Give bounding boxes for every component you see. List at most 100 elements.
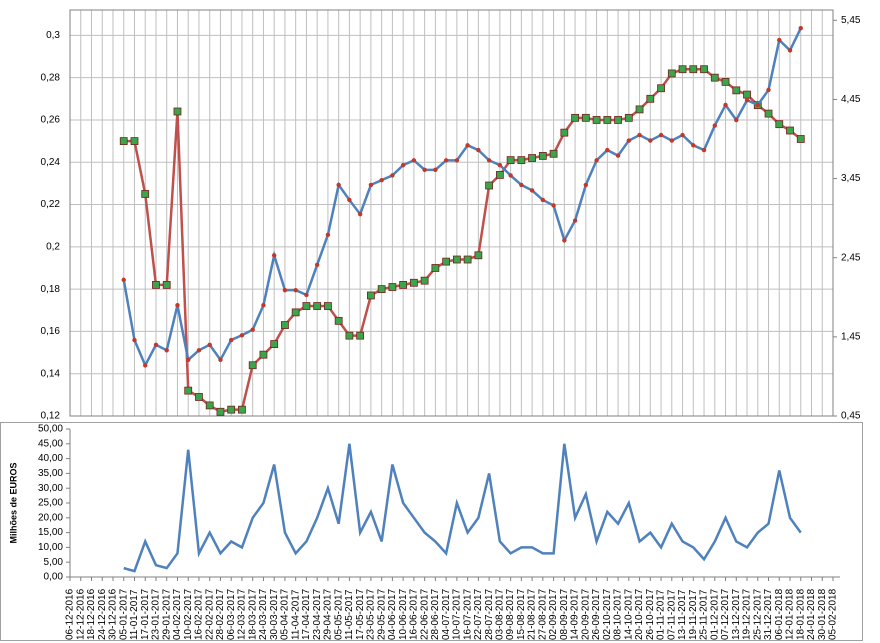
marker — [562, 238, 567, 243]
x-tick-label: 23-04-2017 — [312, 588, 323, 640]
x-tick-label: 08-10-2017 — [613, 588, 624, 640]
y-tick-label: 0,24 — [41, 157, 61, 168]
marker — [248, 361, 257, 370]
marker — [228, 337, 234, 343]
x-tick-label: 16-07-2017 — [462, 588, 473, 640]
marker — [592, 116, 601, 124]
y-tick-label: 0,22 — [41, 199, 61, 210]
marker — [399, 280, 408, 289]
y-tick-label: 0,2 — [46, 241, 60, 252]
marker — [334, 316, 343, 325]
y-tick-label: 0,14 — [41, 368, 61, 379]
x-tick-label: 12-12-2016 — [75, 588, 86, 640]
marker — [486, 158, 492, 163]
x-tick-label: 22-02-2017 — [204, 588, 215, 640]
marker — [764, 109, 773, 118]
y-tick-label: 40,00 — [38, 453, 63, 464]
marker — [614, 116, 622, 124]
y-tick-label: 50,00 — [38, 424, 63, 435]
marker — [624, 113, 633, 122]
x-tick-label: 28-02-2017 — [215, 588, 226, 640]
marker — [646, 94, 655, 103]
x-tick-label: 25-11-2017 — [699, 589, 710, 640]
x-tick-label: 29-04-2017 — [323, 588, 334, 640]
x-tick-label: 29-01-2017 — [161, 588, 172, 640]
x-tick-label: 21-08-2017 — [527, 588, 538, 640]
x-tick-label: 18-12-2016 — [86, 588, 97, 640]
x-tick-label: 30-12-2016 — [108, 588, 119, 640]
marker — [196, 348, 202, 353]
x-tick-label: 04-02-2017 — [172, 588, 183, 640]
x-tick-label: 08-09-2017 — [559, 588, 570, 640]
y2-tick-label: 2,45 — [841, 252, 861, 263]
x-tick-label: 12-03-2017 — [237, 588, 248, 640]
marker — [689, 65, 698, 74]
marker — [798, 26, 803, 31]
x-tick-label: 07-12-2017 — [720, 588, 731, 640]
y-tick-label: 0,28 — [41, 72, 61, 83]
x-tick-label: 14-10-2017 — [623, 588, 634, 640]
marker — [678, 65, 687, 74]
x-tick-label: 24-01-2018 — [806, 588, 817, 640]
y-tick-label: 10,00 — [38, 542, 63, 553]
marker — [743, 90, 751, 99]
marker — [293, 287, 298, 293]
marker — [744, 98, 750, 103]
marker — [626, 138, 632, 143]
y-tick-label: 35,00 — [38, 468, 63, 479]
marker — [454, 158, 460, 163]
y2-tick-label: 4,45 — [841, 94, 861, 105]
x-tick-label: 24-03-2017 — [258, 588, 269, 640]
marker — [119, 137, 128, 146]
marker — [420, 276, 429, 285]
y-tick-label: 15,00 — [38, 527, 63, 538]
x-tick-label: 13-12-2017 — [731, 588, 742, 640]
marker — [723, 102, 728, 108]
x-tick-label: 16-02-2017 — [194, 588, 205, 640]
x-tick-label: 23-01-2017 — [151, 588, 162, 640]
x-tick-label: 10-06-2017 — [398, 588, 409, 640]
marker — [431, 264, 440, 272]
marker — [657, 84, 665, 93]
marker — [379, 177, 384, 183]
marker — [164, 348, 169, 353]
y2-tick-label: 1,45 — [841, 331, 861, 342]
x-tick-label: 05-04-2017 — [280, 588, 291, 640]
marker — [216, 407, 225, 416]
y2-tick-label: 0,45 — [841, 411, 861, 422]
marker — [538, 152, 547, 160]
marker — [186, 357, 191, 363]
x-tick-label: 04-07-2017 — [441, 588, 452, 640]
marker — [680, 132, 685, 138]
marker — [594, 158, 599, 163]
marker — [218, 357, 223, 363]
marker — [390, 173, 395, 178]
marker — [691, 143, 696, 148]
marker — [571, 113, 579, 122]
marker — [766, 87, 771, 93]
marker — [281, 321, 289, 329]
marker — [345, 331, 354, 340]
marker — [710, 73, 719, 82]
marker — [551, 203, 556, 208]
x-tick-label: 17-01-2017 — [140, 588, 151, 640]
marker — [400, 162, 406, 168]
x-tick-label: 06-03-2017 — [226, 588, 237, 640]
y-tick-label: 0,16 — [41, 326, 61, 337]
marker — [700, 65, 708, 74]
x-tick-label: 20-09-2017 — [580, 588, 591, 640]
marker — [356, 331, 365, 340]
marker — [787, 48, 793, 53]
x-tick-label: 19-12-2017 — [742, 588, 753, 640]
x-tick-label: 06-12-2016 — [65, 588, 76, 640]
x-tick-label: 25-12-2017 — [752, 588, 763, 640]
marker — [465, 143, 470, 148]
marker — [261, 303, 266, 308]
marker — [388, 283, 397, 291]
marker — [635, 105, 644, 114]
plot-frame — [69, 9, 834, 417]
marker — [195, 393, 203, 401]
x-tick-label: 24-12-2016 — [97, 588, 108, 640]
x-tick-label: 11-01-2017 — [129, 589, 140, 640]
y-tick-label: 0,3 — [46, 30, 60, 41]
